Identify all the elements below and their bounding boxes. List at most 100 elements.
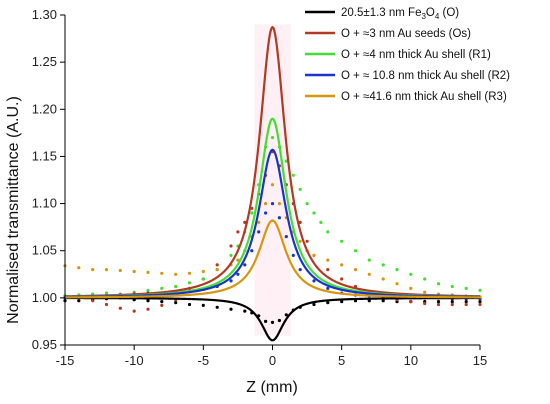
x-tick-label: -10 [125,353,144,368]
data-point [77,299,81,303]
data-point [423,277,427,281]
data-point [409,272,413,276]
data-point [160,300,164,304]
data-point [264,211,268,215]
data-point [395,282,399,286]
data-point [215,263,219,267]
data-point [270,136,275,140]
data-point [409,300,413,304]
data-point [277,216,281,220]
data-point [160,286,164,290]
data-point [132,269,136,274]
data-point [340,239,344,243]
data-point [298,187,302,191]
data-point [326,230,330,234]
axes: -15 -10 -5 0 5 10 15 0.95 1.00 1.05 1.10 1.15 1.20 1.… [32,7,488,368]
data-point [381,263,385,267]
y-tick-label: 1.05 [32,243,57,258]
x-tick-label: 0 [269,353,276,368]
data-point [187,281,192,285]
data-point [340,263,344,267]
x-axis-title: Z (mm) [246,379,298,396]
data-point [298,239,302,243]
data-point [312,302,316,307]
data-point [367,258,371,262]
data-point [250,249,254,253]
data-point [201,269,205,274]
data-point [146,288,150,292]
data-point [291,173,295,177]
data-point [277,202,281,206]
data-point [270,202,275,206]
data-point [464,300,468,304]
x-tick-label: 10 [404,353,418,368]
data-point [326,286,330,290]
data-point [174,284,178,289]
data-point [229,307,233,311]
data-point [409,286,413,290]
data-point [229,244,233,248]
y-tick-label: 0.95 [32,337,57,352]
legend-entry: 20.5±1.3 nm Fe3O4 (O) [341,7,459,21]
data-point [478,288,482,292]
data-point [91,268,95,272]
legend-entry: O + ≈41.6 nm thick Au shell (R3) [341,91,507,103]
data-point [174,272,178,276]
data-point [284,313,288,317]
data-point [243,263,247,267]
data-point [201,277,205,281]
data-point [381,277,385,281]
y-tick-label: 1.15 [32,148,57,163]
data-point [229,253,233,257]
data-point [91,299,95,303]
data-point [118,306,122,310]
data-point [326,258,330,262]
data-point [201,303,205,307]
data-point [77,266,81,270]
data-point [174,301,178,305]
data-point [340,277,344,281]
y-axis-title: Normalised transmittance (A.U.) [5,96,22,324]
data-point [353,249,358,253]
y-tick-label: 1.25 [32,54,57,69]
data-point [436,300,441,304]
data-point [298,268,302,272]
data-point [243,309,247,313]
legend-entry: O + ≈ 10.8 nm thick Au shell (R2) [341,70,510,82]
data-point [215,305,219,309]
data-point [187,271,192,275]
data-point [353,268,358,272]
legend-entry: O + ≈3 nm Au seeds (Os) [341,28,471,40]
data-point [277,318,281,323]
data-point [367,299,371,303]
data-point [423,301,427,306]
data-point [312,253,316,257]
data-point [118,268,122,273]
data-point [312,279,316,283]
y-tick-label: 1.00 [32,290,57,305]
x-tick-label: 5 [338,353,345,368]
y-tick-label: 1.10 [32,196,57,211]
series-line [64,296,481,342]
data-point [160,271,164,275]
data-point [264,319,268,323]
data-point [104,268,109,272]
data-point [215,268,219,272]
x-tick-label: 15 [473,353,487,368]
data-point [270,320,275,324]
data-point [257,230,261,234]
series-line [64,219,481,299]
data-point [326,301,330,305]
data-point [284,235,288,239]
x-tick-label: -5 [198,353,210,368]
data-point [270,183,275,187]
y-tick-label: 1.20 [32,101,57,116]
data-point [146,307,150,311]
data-point [436,302,441,307]
legend: 20.5±1.3 nm Fe3O4 (O) O + ≈3 nm Au seeds … [305,7,510,103]
data-point [340,300,344,304]
data-point [381,299,385,303]
data-point [450,284,454,289]
data-point [264,202,268,206]
